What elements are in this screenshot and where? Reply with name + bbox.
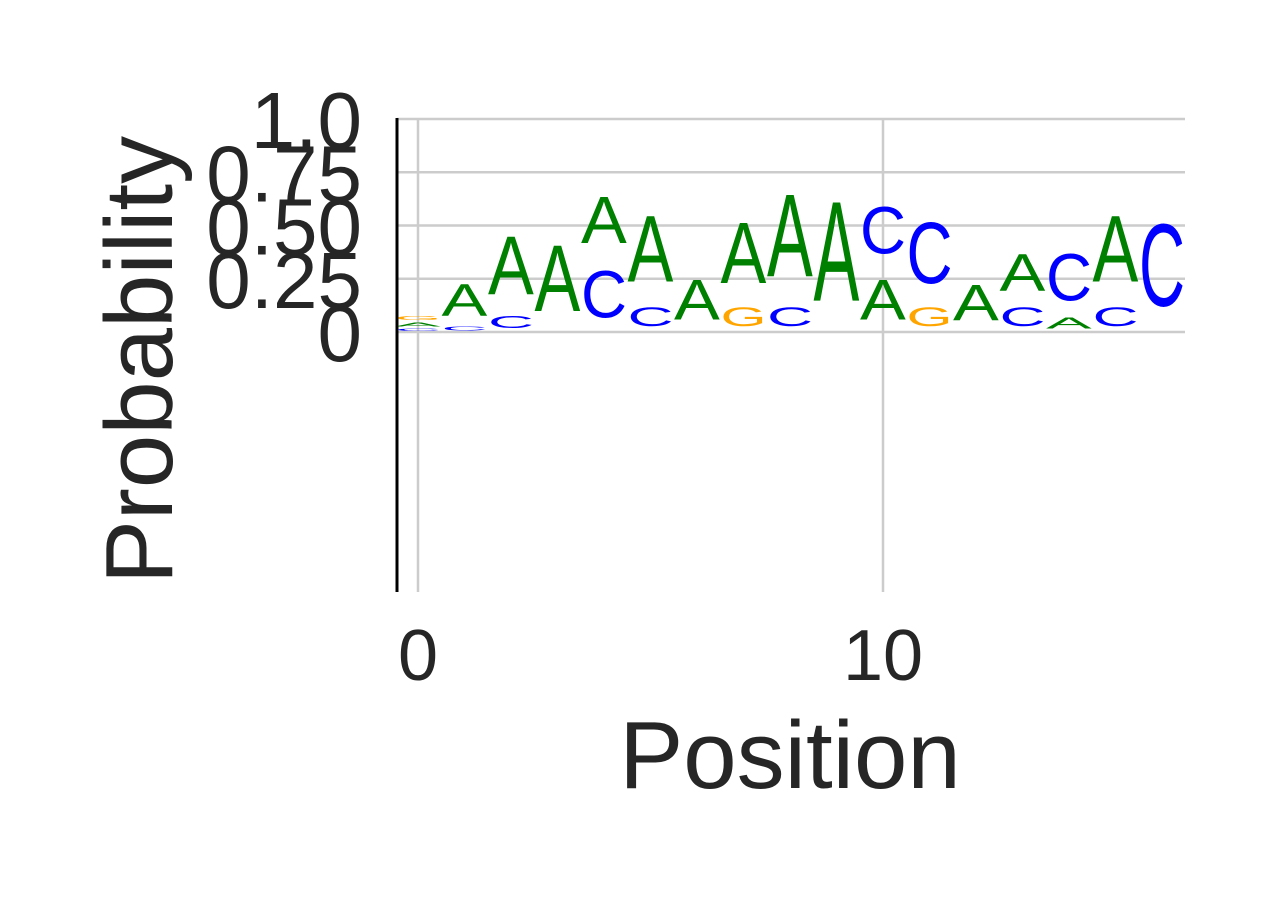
logo-letter-c: C [628, 303, 674, 332]
logo-letter-c: C [1139, 200, 1185, 332]
logo-letter-c: C [1000, 303, 1046, 332]
y-tick-label: 0 [318, 289, 363, 378]
x-tick-label: 0 [398, 616, 438, 696]
logo-letter-a: A [1093, 195, 1139, 302]
logo-letter-a: A [814, 172, 860, 331]
logo-letter-a: A [674, 269, 720, 332]
logo-letter-a: A [395, 321, 442, 327]
y-axis-title: Probability [86, 136, 193, 584]
logo-letter-a: A [488, 220, 534, 313]
logo-letter-a: A [581, 184, 627, 258]
logo-letter-a: A [1046, 315, 1093, 332]
logo-letter-c: C [442, 326, 488, 332]
logo-letter-c: C [581, 257, 627, 332]
y-tick-label: 1.0 [251, 76, 362, 165]
y-tick-label: 0.25 [206, 236, 362, 325]
x-tick-label: 10 [843, 616, 923, 696]
logo-letter-a: A [721, 204, 767, 302]
logo-letter-a: A [535, 225, 581, 332]
logo-letter-c: C [1093, 303, 1139, 332]
logo-letter-g: G [721, 302, 767, 332]
x-axis-title: Position [619, 702, 961, 809]
logo-letter-a: A [1000, 243, 1046, 303]
logo-letter-a: A [953, 274, 999, 332]
x-tick-labels: 0 10 [398, 616, 923, 696]
logo-letter-a: A [860, 269, 906, 332]
logo-letter-c: C [907, 205, 953, 302]
logo-letter-c: C [488, 313, 534, 332]
logo-letter-a: A [442, 275, 488, 326]
logo-letter-a: A [767, 171, 813, 302]
logo-letter-c: C [395, 328, 441, 332]
y-tick-labels: 00.250.500.751.0 [206, 76, 362, 378]
logo-letter-g: G [907, 302, 953, 332]
y-tick-label: 0.75 [206, 129, 362, 218]
logo-letter-c: C [767, 303, 813, 332]
logo-letter-c: C [1046, 240, 1092, 315]
logo-letter-a: A [628, 195, 674, 302]
logo-letter-g: G [395, 315, 441, 321]
logo-letter-c: C [860, 193, 906, 268]
y-tick-label: 0.50 [206, 183, 362, 272]
grid-lines [397, 117, 1185, 592]
